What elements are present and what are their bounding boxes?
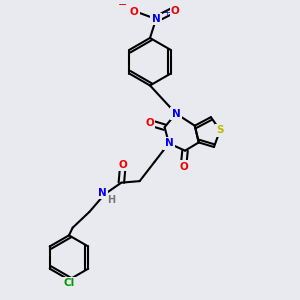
Text: N: N [164,138,173,148]
Text: O: O [145,118,154,128]
Text: S: S [216,125,224,135]
Text: O: O [118,160,127,170]
Text: −: − [118,0,127,11]
Text: O: O [171,6,180,16]
Text: N: N [98,188,106,198]
Text: O: O [179,161,188,172]
Text: +: + [163,8,170,17]
Text: H: H [107,195,116,205]
Text: Cl: Cl [63,278,75,288]
Text: N: N [152,14,161,24]
Text: N: N [172,109,180,118]
Text: O: O [130,7,139,17]
